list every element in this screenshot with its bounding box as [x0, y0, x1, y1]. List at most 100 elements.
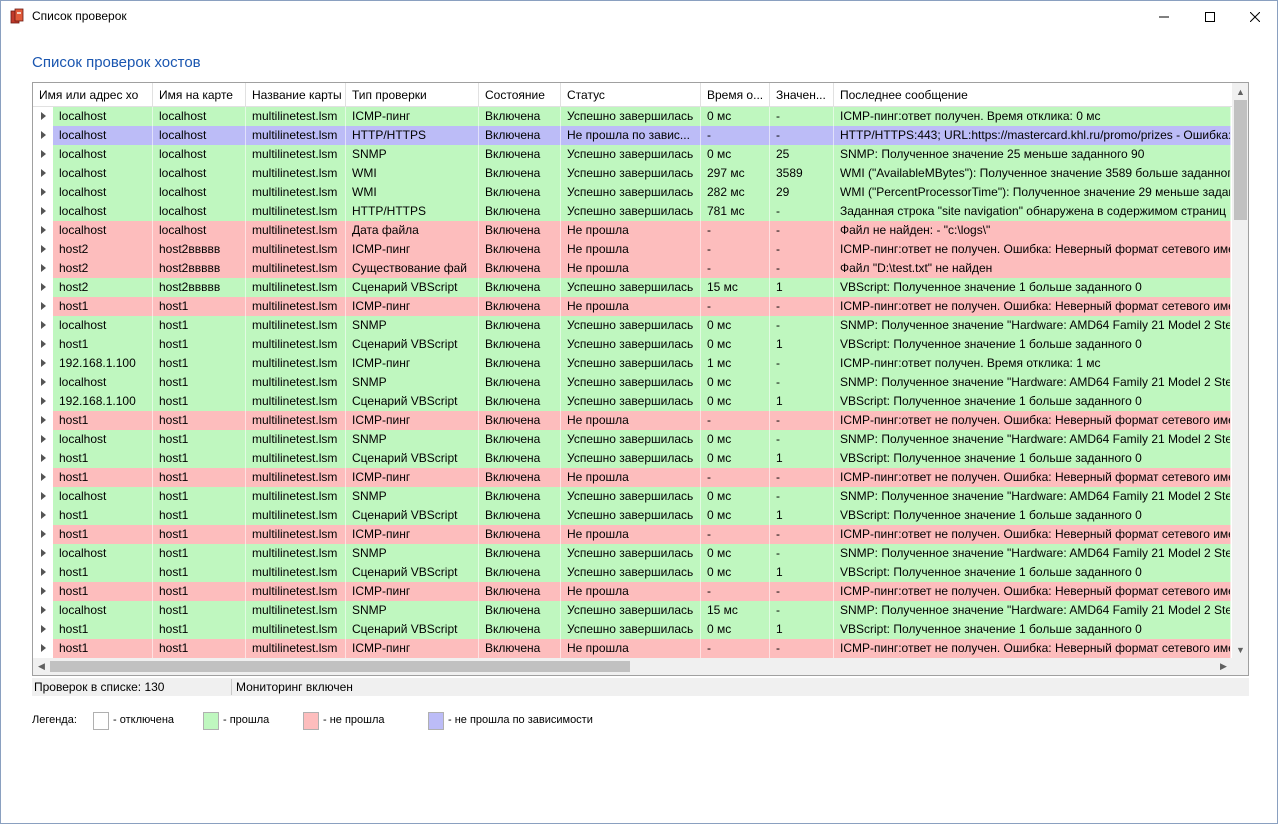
cell-state: Включена	[479, 449, 561, 468]
scroll-up-icon[interactable]: ▲	[1236, 86, 1245, 97]
row-expand-icon[interactable]	[33, 544, 53, 563]
row-expand-icon[interactable]	[33, 164, 53, 183]
row-expand-icon[interactable]	[33, 183, 53, 202]
column-header-check-type[interactable]: Тип проверки	[346, 83, 479, 107]
table-row[interactable]: host1 host1 multilinetest.lsm ICMP-пинг Вклю…	[33, 297, 1231, 316]
cell-map-name: host1	[153, 544, 246, 563]
maximize-button[interactable]	[1187, 1, 1233, 32]
row-expand-icon[interactable]	[33, 221, 53, 240]
table-row[interactable]: host2 host2ввввв multilinetest.lsm ICMP-пин…	[33, 240, 1231, 259]
cell-state: Включена	[479, 563, 561, 582]
close-button[interactable]	[1232, 1, 1278, 32]
table-row[interactable]: localhost localhost multilinetest.lsm WMI Вк…	[33, 164, 1231, 183]
table-row[interactable]: host2 host2ввввв multilinetest.lsm Существо…	[33, 259, 1231, 278]
cell-check-type: Существование фай	[346, 259, 479, 278]
table-row[interactable]: localhost localhost multilinetest.lsm Дата …	[33, 221, 1231, 240]
table-row[interactable]: host1 host1 multilinetest.lsm ICMP-пинг Вклю…	[33, 525, 1231, 544]
vertical-scrollbar[interactable]: ▲ ▼	[1232, 83, 1248, 658]
row-expand-icon[interactable]	[33, 601, 53, 620]
chevron-right-icon	[41, 644, 46, 652]
row-expand-icon[interactable]	[33, 297, 53, 316]
table-row[interactable]: 192.168.1.100 host1 multilinetest.lsm ICMP-…	[33, 354, 1231, 373]
row-expand-icon[interactable]	[33, 525, 53, 544]
row-expand-icon[interactable]	[33, 411, 53, 430]
table-row[interactable]: localhost host1 multilinetest.lsm SNMP Включ…	[33, 487, 1231, 506]
chevron-right-icon	[41, 131, 46, 139]
row-expand-icon[interactable]	[33, 278, 53, 297]
row-expand-icon[interactable]	[33, 316, 53, 335]
cell-check-type: SNMP	[346, 145, 479, 164]
row-expand-icon[interactable]	[33, 582, 53, 601]
column-header-map-name[interactable]: Имя на карте	[153, 83, 246, 107]
table-row[interactable]: localhost host1 multilinetest.lsm SNMP Включ…	[33, 316, 1231, 335]
minimize-button[interactable]	[1141, 1, 1187, 32]
table-row[interactable]: host2 host2ввввв multilinetest.lsm Сценарий…	[33, 278, 1231, 297]
table-row[interactable]: localhost host1 multilinetest.lsm SNMP Включ…	[33, 544, 1231, 563]
cell-response-time: -	[701, 411, 770, 430]
scroll-right-icon[interactable]: ▶	[1220, 661, 1227, 671]
row-expand-icon[interactable]	[33, 373, 53, 392]
table-row[interactable]: localhost localhost multilinetest.lsm ICMP-…	[33, 107, 1231, 126]
table-row[interactable]: host1 host1 multilinetest.lsm ICMP-пинг Вклю…	[33, 582, 1231, 601]
column-header-value[interactable]: Значен...	[770, 83, 834, 107]
row-expand-icon[interactable]	[33, 335, 53, 354]
row-expand-icon[interactable]	[33, 563, 53, 582]
row-expand-icon[interactable]	[33, 620, 53, 639]
table-row[interactable]: host1 host1 multilinetest.lsm Сценарий VBSc…	[33, 335, 1231, 354]
scroll-left-icon[interactable]: ◀	[38, 661, 45, 671]
cell-host: 192.168.1.100	[53, 392, 153, 411]
table-row[interactable]: localhost localhost multilinetest.lsm SNMP В…	[33, 145, 1231, 164]
row-expand-icon[interactable]	[33, 468, 53, 487]
cell-status: Не прошла по завис...	[561, 126, 701, 145]
table-row[interactable]: host1 host1 multilinetest.lsm Сценарий VBSc…	[33, 563, 1231, 582]
row-expand-icon[interactable]	[33, 107, 53, 126]
cell-response-time: 0 мс	[701, 107, 770, 126]
cell-status: Успешно завершилась	[561, 164, 701, 183]
vertical-scroll-thumb[interactable]	[1234, 100, 1247, 220]
row-expand-icon[interactable]	[33, 487, 53, 506]
column-header-map-title[interactable]: Название карты	[246, 83, 346, 107]
table-row[interactable]: host1 host1 multilinetest.lsm Сценарий VBSc…	[33, 449, 1231, 468]
horizontal-scroll-thumb[interactable]	[50, 661, 630, 672]
cell-last-message: VBScript: Полученное значение 1 больше з…	[834, 563, 1231, 582]
horizontal-scrollbar[interactable]: ◀ ▶	[33, 658, 1232, 675]
column-header-state[interactable]: Состояние	[479, 83, 561, 107]
row-expand-icon[interactable]	[33, 240, 53, 259]
table-row[interactable]: host1 host1 multilinetest.lsm ICMP-пинг Вклю…	[33, 468, 1231, 487]
row-expand-icon[interactable]	[33, 430, 53, 449]
table-row[interactable]: 192.168.1.100 host1 multilinetest.lsm Сцена…	[33, 392, 1231, 411]
table-row[interactable]: localhost host1 multilinetest.lsm SNMP Включ…	[33, 373, 1231, 392]
cell-value: -	[770, 354, 834, 373]
table-row[interactable]: host1 host1 multilinetest.lsm ICMP-пинг Вклю…	[33, 411, 1231, 430]
table-row[interactable]: host1 host1 multilinetest.lsm ICMP-пинг Вклю…	[33, 639, 1231, 658]
column-header-response-time[interactable]: Время о...	[701, 83, 770, 107]
row-expand-icon[interactable]	[33, 259, 53, 278]
cell-response-time: 0 мс	[701, 430, 770, 449]
scroll-down-icon[interactable]: ▼	[1236, 644, 1245, 655]
checks-grid[interactable]: Имя или адрес хо Имя на карте Название к…	[32, 82, 1249, 676]
column-header-last-message[interactable]: Последнее сообщение	[840, 88, 968, 102]
cell-status: Успешно завершилась	[561, 430, 701, 449]
row-expand-icon[interactable]	[33, 506, 53, 525]
cell-host: host2	[53, 240, 153, 259]
column-header-status[interactable]: Статус	[561, 83, 701, 107]
table-row[interactable]: host1 host1 multilinetest.lsm Сценарий VBSc…	[33, 620, 1231, 639]
table-row[interactable]: localhost localhost multilinetest.lsm WMI Вк…	[33, 183, 1231, 202]
table-row[interactable]: localhost host1 multilinetest.lsm SNMP Включ…	[33, 430, 1231, 449]
row-expand-icon[interactable]	[33, 392, 53, 411]
cell-state: Включена	[479, 297, 561, 316]
row-expand-icon[interactable]	[33, 449, 53, 468]
row-expand-icon[interactable]	[33, 354, 53, 373]
table-row[interactable]: host1 host1 multilinetest.lsm Сценарий VBSc…	[33, 506, 1231, 525]
row-expand-icon[interactable]	[33, 126, 53, 145]
table-row[interactable]: localhost host1 multilinetest.lsm SNMP Включ…	[33, 601, 1231, 620]
column-header-host[interactable]: Имя или адрес хо	[33, 83, 153, 107]
cell-map-title: multilinetest.lsm	[246, 449, 346, 468]
legend: Легенда: - отключена - прошла - не прошл…	[32, 712, 732, 730]
table-row[interactable]: localhost localhost multilinetest.lsm HTTP/…	[33, 202, 1231, 221]
row-expand-icon[interactable]	[33, 639, 53, 658]
row-expand-icon[interactable]	[33, 202, 53, 221]
row-expand-icon[interactable]	[33, 145, 53, 164]
table-row[interactable]: localhost localhost multilinetest.lsm HTTP/…	[33, 126, 1231, 145]
cell-host: 192.168.1.100	[53, 354, 153, 373]
